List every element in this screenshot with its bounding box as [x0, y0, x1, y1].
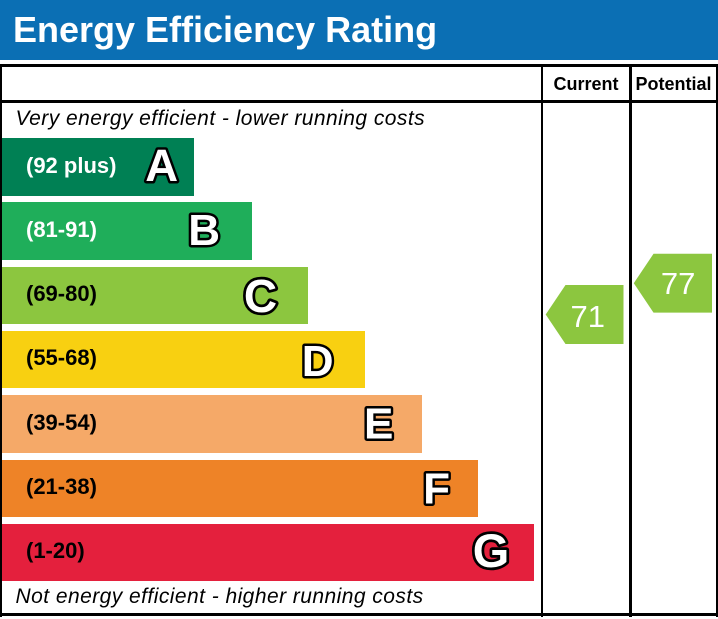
svg-text:C: C: [244, 270, 277, 322]
svg-text:B: B: [188, 206, 220, 255]
svg-text:71: 71: [570, 299, 604, 334]
svg-text:A: A: [145, 140, 178, 191]
svg-text:F: F: [423, 465, 450, 514]
svg-text:E: E: [364, 400, 393, 449]
svg-text:G: G: [473, 524, 510, 577]
svg-text:D: D: [302, 337, 334, 386]
svg-text:77: 77: [661, 266, 695, 301]
